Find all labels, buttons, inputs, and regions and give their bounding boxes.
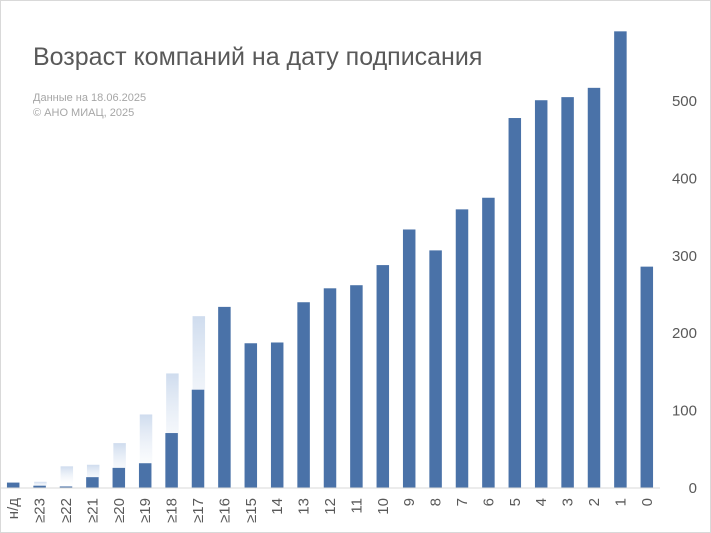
x-tick-label: ≥18 bbox=[164, 498, 181, 523]
bar bbox=[86, 477, 99, 488]
x-tick-label: 3 bbox=[560, 498, 577, 506]
x-tick-label: 14 bbox=[269, 498, 286, 515]
copyright-note: © АНО МИАЦ, 2025 bbox=[33, 107, 135, 119]
bar bbox=[244, 343, 258, 488]
bar bbox=[429, 250, 442, 488]
bar bbox=[6, 482, 20, 488]
bar bbox=[534, 100, 548, 488]
bar bbox=[614, 31, 627, 489]
x-tick-label: 12 bbox=[322, 498, 339, 515]
data-date-note: Данные на 18.06.2025 bbox=[33, 92, 147, 104]
bar bbox=[59, 486, 73, 488]
bar bbox=[323, 288, 337, 488]
ghost-bar bbox=[60, 466, 74, 488]
bar bbox=[376, 265, 390, 488]
ghost-bars bbox=[34, 316, 206, 488]
bar bbox=[508, 118, 522, 488]
x-tick-label: 8 bbox=[428, 498, 445, 506]
x-tick-label: 13 bbox=[296, 498, 313, 515]
x-tick-label: 2 bbox=[586, 498, 603, 506]
bar bbox=[33, 485, 46, 488]
bar bbox=[218, 306, 231, 488]
bar bbox=[402, 229, 416, 488]
bar bbox=[112, 467, 126, 488]
x-tick-label: 10 bbox=[375, 498, 392, 515]
y-tick-label: 100 bbox=[672, 403, 697, 420]
x-tick-label: 1 bbox=[612, 498, 629, 506]
y-tick-label: 300 bbox=[672, 248, 697, 265]
y-tick-label: 400 bbox=[672, 170, 697, 187]
y-tick-label: 200 bbox=[672, 325, 697, 342]
x-tick-label: ≥19 bbox=[137, 498, 154, 523]
x-tick-label: 6 bbox=[480, 498, 497, 506]
x-tick-label: 0 bbox=[639, 498, 656, 506]
bar bbox=[561, 97, 574, 488]
bar bbox=[191, 389, 205, 488]
y-tick-label: 500 bbox=[672, 93, 697, 110]
x-tick-label: ≥20 bbox=[111, 498, 128, 523]
bar bbox=[165, 433, 178, 488]
bar bbox=[350, 285, 363, 488]
x-tick-label: 7 bbox=[454, 498, 471, 506]
bar bbox=[138, 463, 152, 488]
bar bbox=[587, 87, 601, 488]
x-tick-label: ≥17 bbox=[190, 498, 207, 523]
chart-title: Возраст компаний на дату подписания bbox=[33, 43, 483, 71]
bar bbox=[270, 342, 284, 488]
x-tick-label: н/д bbox=[5, 498, 22, 519]
x-tick-label: ≥15 bbox=[243, 498, 260, 523]
x-tick-label: ≥22 bbox=[58, 498, 75, 523]
x-tick-label: 9 bbox=[401, 498, 418, 506]
bars bbox=[6, 31, 654, 489]
bar bbox=[455, 209, 469, 489]
bar bbox=[482, 197, 495, 488]
y-tick-label: 0 bbox=[689, 480, 697, 497]
ghost-bar bbox=[34, 481, 47, 488]
y-axis-ticks: 0 100 200 300 400 500 bbox=[672, 93, 697, 497]
x-tick-label: 4 bbox=[533, 498, 550, 506]
x-tick-label: ≥16 bbox=[216, 498, 233, 523]
x-tick-label: 11 bbox=[348, 498, 365, 514]
x-tick-label: 5 bbox=[507, 498, 524, 506]
bar bbox=[640, 266, 654, 488]
bar bbox=[297, 302, 310, 488]
x-tick-label: ≥21 bbox=[84, 498, 101, 523]
x-tick-label: ≥23 bbox=[32, 498, 49, 523]
x-axis-ticks: н/д ≥23 ≥22 ≥21 ≥20 ≥19 ≥18 ≥17 ≥16 ≥15 14 13 12 11 10… bbox=[5, 498, 656, 523]
